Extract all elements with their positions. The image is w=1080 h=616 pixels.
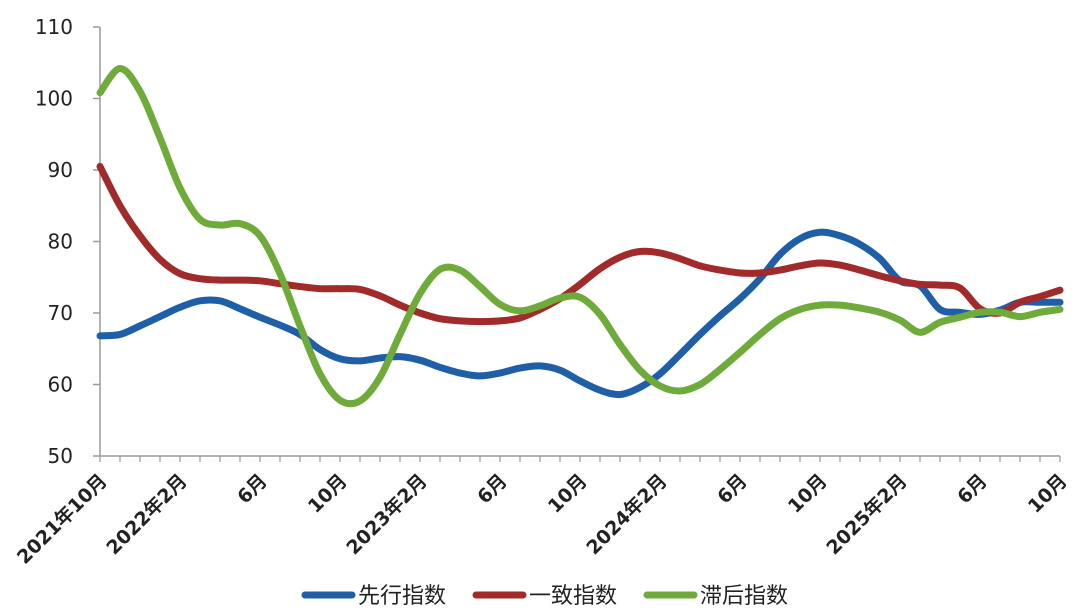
- x-tick-label: 2022年2月: [102, 469, 192, 559]
- legend-label-lagging: 滞后指数: [700, 584, 788, 609]
- series-line-coincident: [96, 162, 1064, 326]
- y-tick-label: 100: [35, 87, 73, 111]
- y-tick-label: 90: [48, 158, 73, 182]
- legend: 先行指数 一致指数 滞后指数: [301, 584, 788, 609]
- y-tick-label: 50: [48, 444, 73, 468]
- series-line-lagging: [96, 64, 1064, 408]
- x-tick-label: 10月: [544, 470, 592, 518]
- y-axis: 50 60 70 80 90 100 110: [35, 15, 101, 468]
- y-tick-label: 60: [48, 373, 73, 397]
- series-layer: [96, 64, 1064, 408]
- legend-label-leading: 先行指数: [358, 584, 446, 609]
- x-tick-label: 2024年2月: [582, 469, 672, 559]
- x-tick-label: 2023年2月: [342, 469, 432, 559]
- x-tick-label: 6月: [953, 470, 991, 508]
- x-tick-label: 6月: [713, 470, 751, 508]
- x-tick-label: 6月: [473, 470, 511, 508]
- y-tick-label: 80: [48, 230, 73, 254]
- x-tick-label: 2021年10月: [12, 469, 111, 568]
- x-tick-label: 10月: [304, 470, 352, 518]
- y-tick-label: 110: [35, 15, 73, 39]
- series-line-leading: [96, 228, 1064, 399]
- legend-label-coincident: 一致指数: [529, 584, 617, 609]
- x-tick-label: 2025年2月: [822, 469, 912, 559]
- x-tick-label: 10月: [1024, 470, 1072, 518]
- x-tick-label: 6月: [233, 470, 271, 508]
- x-tick-label: 10月: [784, 470, 832, 518]
- y-tick-label: 70: [48, 301, 73, 325]
